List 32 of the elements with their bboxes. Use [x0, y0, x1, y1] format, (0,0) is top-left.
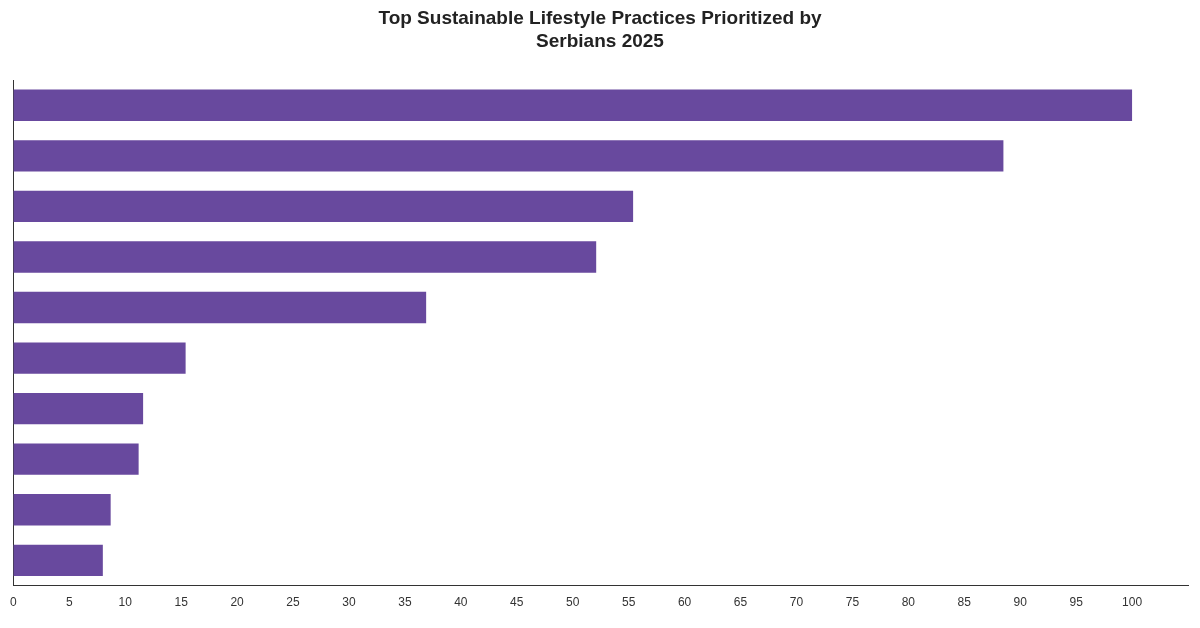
bar	[13, 342, 186, 374]
bar	[13, 544, 103, 576]
bar	[13, 392, 144, 425]
x-tick-label: 0	[9, 595, 17, 610]
x-tick-label: 10	[118, 595, 133, 610]
bar	[13, 190, 634, 223]
x-tick-label: 95	[1069, 595, 1084, 610]
bar	[13, 443, 139, 475]
x-tick-label: 70	[789, 595, 804, 610]
x-tick-label: 80	[901, 595, 916, 610]
x-tick-label: 85	[957, 595, 972, 610]
x-tick-label: 100	[1122, 595, 1143, 610]
x-tick-label: 45	[510, 595, 524, 610]
bar	[13, 140, 1004, 172]
x-tick-label: 90	[1013, 595, 1028, 610]
bar	[13, 494, 111, 526]
x-tick-label: 25	[286, 595, 301, 610]
x-tick-label: 30	[342, 595, 356, 610]
x-tick-label: 35	[398, 595, 412, 610]
x-tick-label: 5	[65, 595, 73, 610]
bar	[13, 241, 597, 273]
chart-title: Top Sustainable Lifestyle Practices Prioritized by Serbians 2025	[377, 6, 823, 53]
x-tick-label: 60	[677, 595, 692, 610]
bar	[13, 291, 427, 324]
x-tick-label: 55	[621, 595, 636, 610]
x-tick-label: 40	[454, 595, 468, 610]
x-tick-label: 75	[845, 595, 860, 610]
x-tick-label: 15	[174, 595, 189, 610]
bar	[13, 89, 1133, 121]
x-tick-label: 50	[566, 595, 580, 610]
x-tick-label: 20	[230, 595, 245, 610]
x-tick-label: 65	[733, 595, 748, 610]
